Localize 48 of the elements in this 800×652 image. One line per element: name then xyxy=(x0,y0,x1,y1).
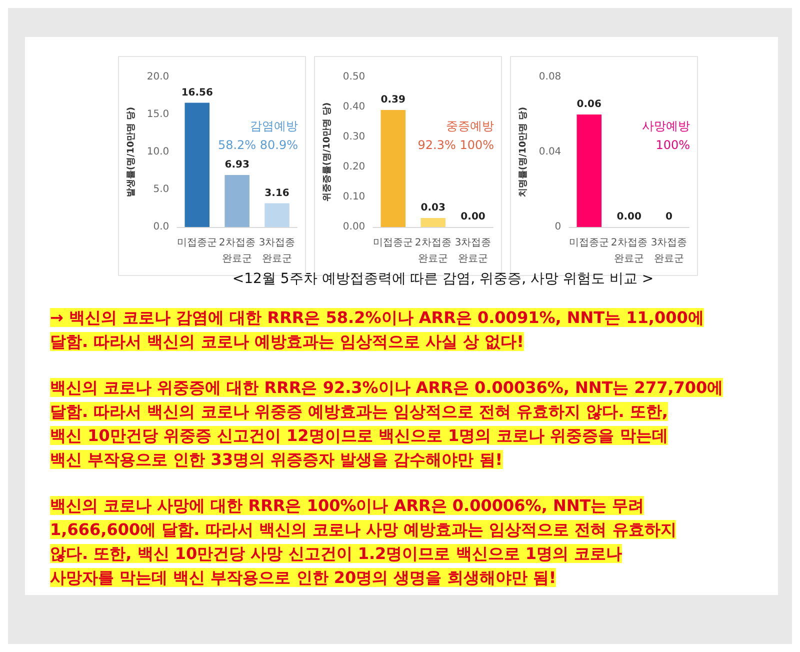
y-tick-label: 0.10 xyxy=(342,192,366,202)
y-tick-label: 0.00 xyxy=(342,222,366,232)
x-tick-label: 미접종군 xyxy=(177,238,218,248)
annotation: 중증예방 xyxy=(446,119,494,133)
x-tick-label: 2차접종 완료군 xyxy=(414,238,452,264)
annotation: 92.3% 100% xyxy=(418,138,494,152)
y-tick-label: 5.0 xyxy=(153,184,170,195)
x-tick-label: 2차접종 완료군 xyxy=(218,238,256,264)
bar xyxy=(224,175,250,227)
x-tick-label: 2차접종 완료군 xyxy=(610,238,648,264)
y-tick-label: 0.50 xyxy=(342,72,366,82)
y-tick-label: 0 xyxy=(554,222,562,232)
x-tick-label: 3차접종 완료군 xyxy=(454,238,492,264)
annotation: 58.2% 80.9% xyxy=(218,138,298,152)
y-tick-label: 0.40 xyxy=(342,102,366,112)
annotation: 감염예방 xyxy=(250,119,298,133)
data-label: 0.06 xyxy=(576,99,602,110)
y-tick-label: 0.20 xyxy=(342,162,366,172)
y-axis-title: 위중증률(명/10만명 당) xyxy=(322,102,332,202)
data-label: 6.93 xyxy=(224,160,250,171)
x-tick-label: 3차접종 완료군 xyxy=(258,238,296,264)
annotation: 사망예방 xyxy=(642,119,690,133)
x-tick-label: 미접종군 xyxy=(373,238,414,248)
y-tick-label: 0.04 xyxy=(538,146,562,158)
y-axis-title: 치명률(명/10만명 당) xyxy=(518,106,528,198)
bar xyxy=(264,203,290,227)
text: 백신의 코로나 위중증에 대한 RRR은 92.3%이나 ARR은 0.00036%, NNT는 277,700에 달함. 따라서 백신의 코로나 위중증 예방효과는 임상적으로 전혀 유효하지 않다. 또한, 백신 10만건당 위중증 신고건이 12명이므로 백신으로 1명의 코로나 위중증을 막는데 백신 부작용으로 인한 33명의 위증증자 발생을 감수해야만 됨! xyxy=(50,378,724,469)
bar xyxy=(184,102,210,227)
y-tick-label: 10.0 xyxy=(146,146,170,158)
data-label: 0 xyxy=(666,212,673,222)
data-label: 3.16 xyxy=(264,188,290,199)
text: 백신의 코로나 사망에 대한 RRR은 100%이나 ARR은 0.00006%, NNT는 무려 1,666,600에 달함. 따라서 백신의 코로나 사망 예방효과는 임상적으로 전혀 유효하지 않다. 또한, 백신 10만건당 사망 신고건이 1.2명이므로 백신으로 1명의 코로나 사망자를 막는데 백신 부작용으로 인한 20명의 생명을 희생해야만 됨! xyxy=(50,496,676,587)
text: → 백신의 코로나 감염에 대한 RRR은 58.2%이나 ARR은 0.0091%, NNT는 11,000에 달함. 따라서 백신의 코로나 예방효과는 임상적으로 사실 상 없다! xyxy=(50,308,704,351)
data-label: 16.56 xyxy=(181,87,213,98)
data-label: 0.00 xyxy=(616,212,642,222)
data-label: 0.39 xyxy=(380,94,406,106)
data-label: 0.03 xyxy=(420,202,446,214)
y-axis-title: 발생률(명/10만명 당) xyxy=(126,106,136,198)
x-tick-label: 3차접종 완료군 xyxy=(650,238,688,264)
annotation: 100% xyxy=(656,138,690,152)
x-tick-label: 미접종군 xyxy=(569,238,610,248)
y-tick-label: 0.30 xyxy=(342,132,366,142)
text: <12월 5주차 예방접종력에 따른 감염, 위중증, 사망 위험도 비교 > xyxy=(231,270,655,288)
y-tick-label: 0.0 xyxy=(153,222,170,232)
y-tick-label: 0.08 xyxy=(538,72,562,82)
y-tick-label: 15.0 xyxy=(146,109,170,120)
data-label: 0.00 xyxy=(460,212,486,222)
y-tick-label: 20.0 xyxy=(146,72,170,82)
